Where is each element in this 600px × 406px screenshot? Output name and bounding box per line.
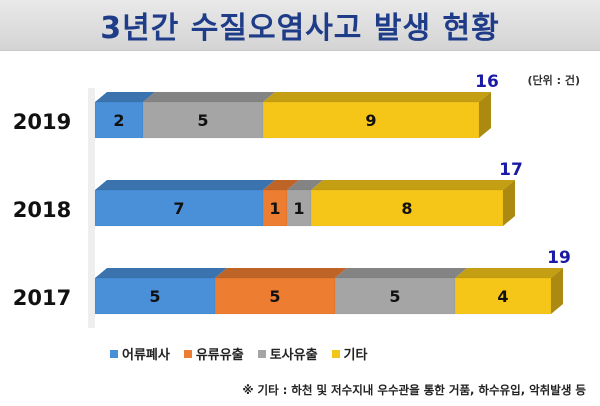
- bar-segment: [334, 277, 456, 315]
- data-label: 5: [389, 287, 400, 306]
- data-label: 8: [401, 199, 412, 218]
- bar-side-face: [503, 180, 515, 226]
- data-label: 9: [365, 111, 376, 130]
- data-label: 7: [173, 199, 184, 218]
- bar-top-face: [95, 268, 227, 278]
- data-label: 2: [113, 111, 124, 130]
- unit-label: (단위 : 건): [527, 74, 580, 87]
- legend-swatch: [183, 349, 192, 358]
- bar-segment: [214, 277, 336, 315]
- bar-segment: [454, 277, 552, 315]
- total-label: 16: [475, 72, 499, 92]
- title-bar: 3년간 수질오염사고 발생 현황: [0, 0, 600, 51]
- data-label: 5: [269, 287, 280, 306]
- legend-item: 기타: [331, 344, 368, 363]
- legend-swatch: [110, 349, 118, 358]
- data-label: 4: [497, 287, 508, 306]
- data-label: 1: [269, 199, 280, 218]
- bar-top-face: [263, 92, 491, 102]
- bar-top-face: [455, 268, 563, 278]
- data-label: 1: [293, 199, 304, 218]
- bar-top-face: [95, 92, 155, 102]
- legend-label: 어류폐사: [122, 348, 170, 363]
- bar-top-face: [143, 92, 275, 102]
- bar-top-face: [215, 268, 347, 278]
- bar-segment: [94, 101, 144, 139]
- axis-backdrop: [88, 88, 95, 328]
- bar-top-face: [311, 180, 515, 190]
- data-label: 5: [149, 287, 160, 306]
- legend-swatch: [257, 349, 266, 358]
- year-label: 2017: [13, 286, 71, 310]
- year-label: 2018: [13, 198, 71, 222]
- footnote: ※ 기타 : 하천 및 저수지내 우수관을 통한 거품, 하수유입, 악취발생 …: [242, 383, 586, 397]
- legend: 어류폐사 유류유출 토사유출 기타: [110, 344, 367, 363]
- bar-segment: [310, 189, 504, 227]
- bar-segment: [262, 101, 480, 139]
- legend-item: 유류유출: [183, 344, 244, 363]
- total-label: 19: [547, 248, 571, 268]
- legend-label: 토사유출: [269, 348, 318, 363]
- bar-top-face: [95, 180, 275, 190]
- legend-item: 어류폐사: [110, 344, 170, 363]
- year-label: 2019: [13, 110, 71, 134]
- legend-label: 유류유출: [195, 348, 244, 363]
- bar-side-face: [479, 92, 491, 138]
- data-label: 5: [197, 111, 208, 130]
- bar-segment: [94, 277, 216, 315]
- legend-swatch: [331, 349, 340, 358]
- total-label: 17: [499, 160, 523, 180]
- bar-segment: [262, 189, 288, 227]
- legend-item: 토사유출: [257, 344, 318, 363]
- bar-side-face: [551, 268, 563, 314]
- legend-label: 기타: [343, 348, 368, 363]
- bar-top-face: [335, 268, 467, 278]
- chart-title: 3년간 수질오염사고 발생 현황: [100, 11, 500, 46]
